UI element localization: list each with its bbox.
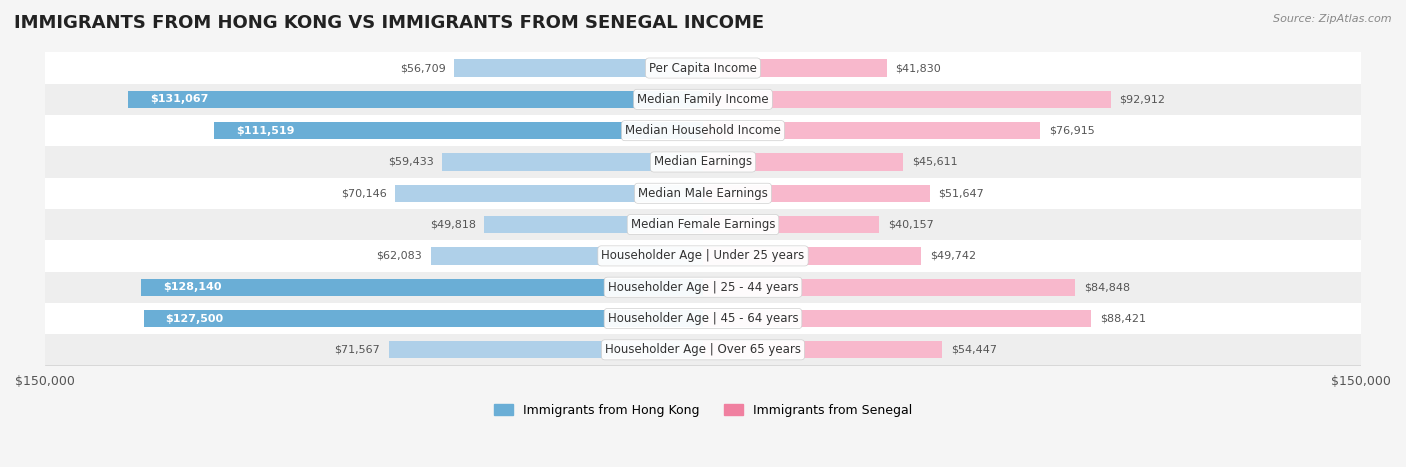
Text: $92,912: $92,912 [1119,94,1166,104]
Legend: Immigrants from Hong Kong, Immigrants from Senegal: Immigrants from Hong Kong, Immigrants fr… [489,399,917,422]
Bar [703,279,1076,296]
Bar [143,310,703,327]
Text: $54,447: $54,447 [950,345,997,355]
Text: $62,083: $62,083 [377,251,422,261]
Text: $49,742: $49,742 [929,251,976,261]
Bar [214,122,703,139]
Bar [45,146,1361,177]
Bar [703,122,1040,139]
Text: IMMIGRANTS FROM HONG KONG VS IMMIGRANTS FROM SENEGAL INCOME: IMMIGRANTS FROM HONG KONG VS IMMIGRANTS … [14,14,765,32]
Bar [703,341,942,359]
Text: $70,146: $70,146 [340,188,387,198]
Text: $45,611: $45,611 [912,157,957,167]
Text: Median Household Income: Median Household Income [626,124,780,137]
Text: $76,915: $76,915 [1049,126,1095,135]
Text: $88,421: $88,421 [1099,313,1146,324]
Bar [703,153,903,170]
Bar [703,91,1111,108]
Text: Householder Age | Under 25 years: Householder Age | Under 25 years [602,249,804,262]
Bar [703,310,1091,327]
Text: $71,567: $71,567 [335,345,380,355]
Text: Source: ZipAtlas.com: Source: ZipAtlas.com [1274,14,1392,24]
Text: $111,519: $111,519 [236,126,294,135]
Text: Median Earnings: Median Earnings [654,156,752,169]
Bar [703,216,879,233]
Bar [128,91,703,108]
Text: $128,140: $128,140 [163,282,221,292]
Text: $40,157: $40,157 [889,219,934,230]
Text: Householder Age | 25 - 44 years: Householder Age | 25 - 44 years [607,281,799,294]
Bar [45,303,1361,334]
Text: $127,500: $127,500 [166,313,224,324]
Text: Median Family Income: Median Family Income [637,93,769,106]
Text: Householder Age | 45 - 64 years: Householder Age | 45 - 64 years [607,312,799,325]
Bar [141,279,703,296]
Bar [703,59,887,77]
Bar [45,209,1361,240]
Bar [45,271,1361,303]
Bar [703,248,921,264]
Bar [443,153,703,170]
Text: $51,647: $51,647 [938,188,984,198]
Text: $49,818: $49,818 [430,219,475,230]
Bar [45,240,1361,271]
Bar [45,177,1361,209]
Bar [389,341,703,359]
Text: $59,433: $59,433 [388,157,433,167]
Bar [430,248,703,264]
Bar [45,334,1361,366]
Text: $56,709: $56,709 [399,63,446,73]
Bar [395,184,703,202]
Text: $41,830: $41,830 [896,63,941,73]
Text: $131,067: $131,067 [150,94,208,104]
Bar [454,59,703,77]
Bar [703,184,929,202]
Bar [45,115,1361,146]
Text: Householder Age | Over 65 years: Householder Age | Over 65 years [605,343,801,356]
Text: Median Male Earnings: Median Male Earnings [638,187,768,200]
Text: Per Capita Income: Per Capita Income [650,62,756,75]
Text: Median Female Earnings: Median Female Earnings [631,218,775,231]
Bar [45,84,1361,115]
Bar [485,216,703,233]
Bar [45,52,1361,84]
Text: $84,848: $84,848 [1084,282,1130,292]
